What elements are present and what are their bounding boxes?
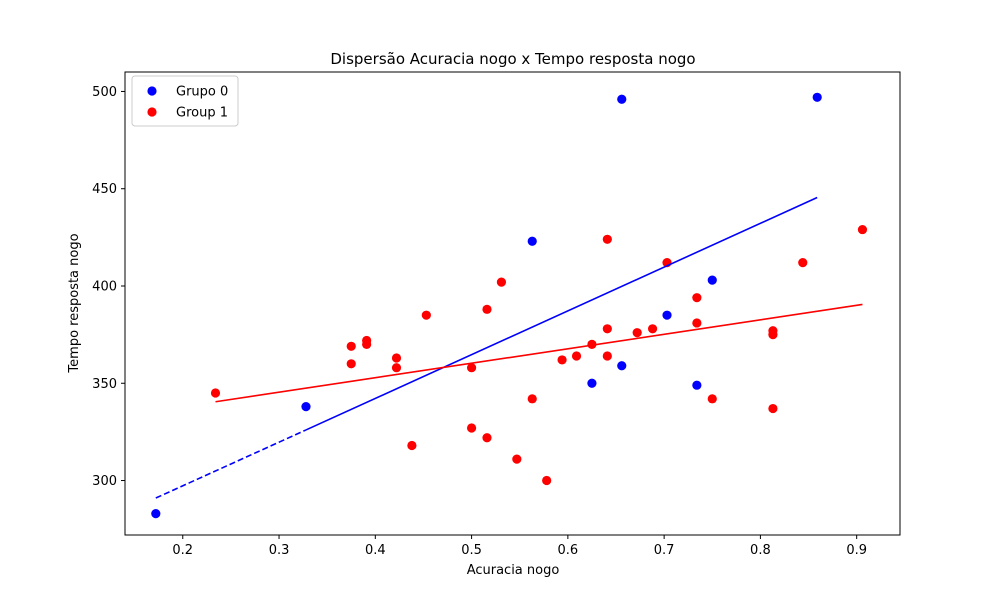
- data-point: [527, 394, 537, 404]
- data-point: [301, 402, 311, 412]
- legend: Grupo 0 Group 1: [131, 75, 239, 127]
- data-point: [602, 324, 612, 334]
- x-tick-label: 0.7: [654, 543, 675, 558]
- legend-label: Grupo 0: [176, 85, 228, 100]
- trend-line: [215, 303, 863, 403]
- x-axis-title: Acuracia nogo: [467, 563, 560, 578]
- x-tick-label: 0.5: [461, 543, 482, 558]
- y-axis-title: Tempo resposta nogo: [67, 233, 82, 373]
- data-point: [768, 330, 778, 340]
- axes-frame: [124, 71, 901, 536]
- data-point: [542, 475, 552, 486]
- data-point: [812, 92, 822, 102]
- data-point: [617, 94, 627, 104]
- data-point: [857, 224, 868, 235]
- legend-marker: [147, 86, 157, 96]
- data-point: [617, 361, 627, 371]
- x-tick-label: 0.4: [365, 543, 386, 558]
- data-point: [210, 388, 221, 398]
- data-point: [571, 351, 582, 361]
- y-tick-label: 350: [92, 377, 117, 392]
- data-point: [707, 394, 717, 404]
- trend-line: [305, 196, 818, 431]
- data-point: [707, 275, 717, 285]
- data-point: [557, 355, 567, 365]
- data-point: [407, 440, 417, 451]
- data-point: [632, 328, 642, 338]
- x-tick-label: 0.3: [269, 543, 290, 558]
- data-point: [151, 509, 161, 519]
- data-point: [768, 403, 778, 414]
- data-point: [362, 339, 372, 349]
- data-point: [527, 236, 537, 246]
- data-point: [346, 341, 356, 351]
- data-point: [662, 310, 672, 320]
- data-point: [496, 277, 507, 287]
- y-tick-label: 300: [92, 474, 117, 489]
- y-tick-label: 500: [92, 85, 117, 100]
- data-point: [391, 353, 402, 363]
- data-point: [466, 363, 477, 373]
- data-point: [602, 234, 612, 244]
- plot-area: 0.2 0.3 0.4 0.5 0.6 0.7 0.8 0.9 300 350 400 450 500: [92, 71, 901, 558]
- data-point: [798, 258, 808, 268]
- legend-box: [131, 75, 239, 127]
- data-point: [587, 378, 597, 388]
- x-tick-label: 0.9: [846, 543, 867, 558]
- data-point: [602, 351, 612, 361]
- chart-title: Dispersão Acuracia nogo x Tempo resposta…: [330, 50, 695, 68]
- series-0: [151, 92, 822, 519]
- trend-line: [155, 429, 307, 499]
- x-tick-label: 0.2: [172, 543, 193, 558]
- data-point: [482, 433, 492, 443]
- y-tick-label: 450: [92, 182, 117, 197]
- data-point: [692, 293, 702, 303]
- data-point: [346, 359, 356, 369]
- x-tick-label: 0.6: [558, 543, 579, 558]
- data-point: [647, 324, 658, 334]
- x-tick-label: 0.8: [750, 543, 771, 558]
- legend-marker: [147, 107, 157, 117]
- data-point: [421, 310, 431, 320]
- legend-label: Group 1: [176, 106, 228, 121]
- data-point: [391, 363, 402, 373]
- data-point: [466, 423, 477, 433]
- data-point: [692, 318, 702, 328]
- data-point: [482, 304, 492, 314]
- data-point: [692, 380, 702, 390]
- data-point: [512, 454, 522, 464]
- y-tick-label: 400: [92, 279, 117, 294]
